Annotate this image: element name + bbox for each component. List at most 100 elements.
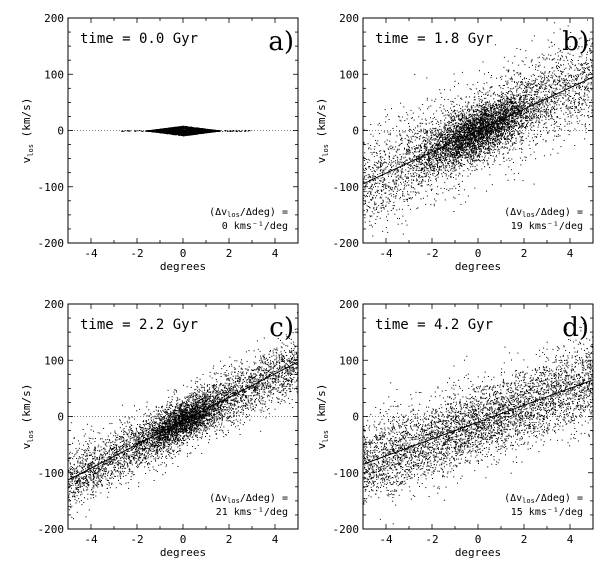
data-point bbox=[473, 156, 475, 158]
data-point bbox=[387, 147, 389, 149]
data-point bbox=[448, 129, 449, 131]
data-point bbox=[186, 130, 188, 132]
data-point bbox=[435, 139, 436, 141]
data-point bbox=[488, 127, 490, 129]
data-point bbox=[456, 137, 458, 139]
data-point bbox=[451, 131, 453, 133]
data-point bbox=[449, 159, 451, 161]
data-point bbox=[503, 113, 505, 115]
data-point bbox=[177, 131, 179, 133]
data-point bbox=[169, 132, 171, 134]
data-point bbox=[167, 131, 168, 133]
data-point bbox=[520, 119, 522, 121]
data-point bbox=[506, 101, 508, 103]
data-point bbox=[443, 159, 445, 161]
data-point bbox=[152, 131, 154, 133]
data-point bbox=[247, 130, 249, 132]
data-point bbox=[566, 78, 567, 80]
data-point bbox=[475, 109, 477, 110]
scatter-points bbox=[121, 125, 251, 137]
data-point bbox=[497, 137, 498, 139]
data-point bbox=[428, 136, 430, 138]
data-point bbox=[187, 130, 189, 132]
data-point bbox=[176, 132, 177, 134]
data-point bbox=[505, 116, 507, 118]
data-point bbox=[516, 107, 518, 109]
data-point bbox=[480, 106, 482, 108]
data-point bbox=[496, 134, 497, 136]
data-point bbox=[453, 144, 455, 146]
data-point bbox=[509, 131, 511, 133]
data-point bbox=[191, 134, 192, 136]
data-point bbox=[193, 133, 195, 135]
x-tick-label: -4 bbox=[84, 247, 98, 260]
data-point bbox=[465, 131, 467, 133]
data-point bbox=[510, 112, 512, 114]
data-point bbox=[448, 114, 450, 116]
data-point bbox=[526, 101, 528, 103]
data-point bbox=[192, 132, 194, 134]
data-point bbox=[450, 125, 452, 127]
data-point bbox=[461, 125, 463, 127]
data-point bbox=[195, 129, 197, 130]
data-point bbox=[148, 130, 150, 132]
data-point bbox=[191, 129, 193, 131]
data-point bbox=[202, 129, 204, 131]
data-point bbox=[406, 148, 408, 150]
data-point bbox=[517, 131, 519, 133]
data-point bbox=[168, 128, 170, 130]
data-point bbox=[185, 132, 187, 134]
data-point bbox=[467, 159, 469, 161]
data-point bbox=[191, 134, 193, 136]
data-point bbox=[441, 161, 442, 163]
data-point bbox=[488, 130, 490, 132]
data-point bbox=[495, 116, 497, 118]
data-point bbox=[505, 115, 507, 117]
data-point bbox=[496, 131, 498, 133]
data-point bbox=[482, 146, 484, 148]
data-point bbox=[552, 92, 554, 94]
data-point bbox=[474, 134, 476, 136]
data-point bbox=[434, 164, 436, 166]
data-point bbox=[461, 119, 463, 121]
data-point bbox=[474, 99, 476, 101]
data-point bbox=[485, 116, 487, 118]
data-point bbox=[497, 136, 498, 138]
data-point bbox=[444, 160, 445, 162]
data-point bbox=[449, 129, 451, 131]
data-point bbox=[496, 130, 497, 132]
data-point bbox=[416, 173, 418, 175]
data-point bbox=[469, 135, 471, 137]
data-point bbox=[487, 120, 489, 122]
data-point bbox=[535, 95, 537, 97]
data-point bbox=[450, 168, 452, 170]
data-point bbox=[421, 168, 423, 170]
data-point bbox=[502, 123, 503, 125]
data-point bbox=[506, 110, 508, 112]
data-point bbox=[442, 139, 444, 141]
data-point bbox=[208, 131, 210, 133]
data-point bbox=[495, 130, 497, 132]
data-point bbox=[482, 117, 484, 119]
data-point bbox=[492, 116, 494, 118]
data-point bbox=[483, 109, 485, 111]
data-point bbox=[401, 162, 403, 164]
data-point bbox=[506, 102, 508, 104]
data-point bbox=[502, 133, 504, 135]
data-point bbox=[492, 133, 494, 135]
data-point bbox=[499, 117, 501, 119]
data-point bbox=[524, 110, 525, 112]
data-point bbox=[196, 130, 198, 132]
data-point bbox=[501, 137, 503, 139]
data-point bbox=[452, 136, 453, 138]
data-point bbox=[514, 106, 516, 108]
data-point bbox=[472, 117, 474, 119]
data-point bbox=[495, 144, 496, 146]
data-point bbox=[551, 107, 553, 109]
data-point bbox=[505, 102, 507, 104]
data-point bbox=[448, 156, 450, 158]
data-point bbox=[480, 148, 482, 150]
data-point bbox=[483, 131, 485, 133]
data-point bbox=[488, 110, 490, 112]
data-point bbox=[153, 130, 155, 132]
